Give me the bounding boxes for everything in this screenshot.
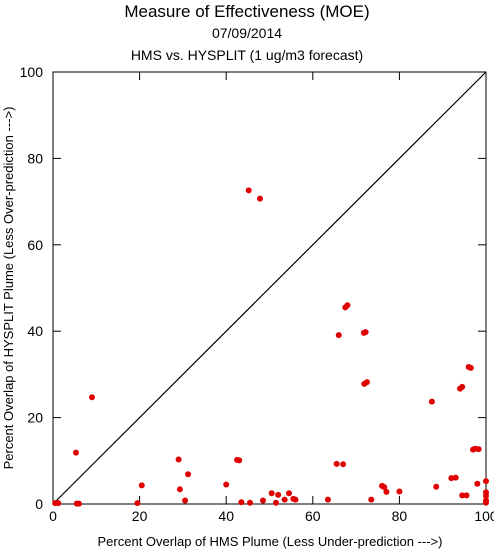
data-point: [285, 490, 292, 497]
data-point: [483, 499, 489, 506]
data-point: [185, 471, 192, 478]
data-point: [344, 302, 351, 309]
data-point: [368, 496, 375, 503]
data-point: [324, 496, 331, 503]
data-point: [483, 478, 489, 485]
data-point: [75, 500, 82, 507]
data-point: [340, 461, 347, 468]
data-point: [463, 492, 470, 499]
data-point: [335, 332, 342, 339]
y-axis-label: Percent Overlap of HYSPLIT Plume (Less O…: [1, 107, 16, 470]
data-point: [138, 482, 145, 489]
data-point: [474, 480, 481, 487]
y-tick-label: 20: [27, 410, 43, 426]
y-tick-label: 80: [27, 150, 43, 166]
data-point: [176, 486, 183, 493]
x-tick-label: 80: [392, 508, 408, 524]
data-point: [459, 383, 466, 390]
data-point: [238, 499, 245, 506]
data-point: [247, 499, 254, 506]
data-point: [236, 457, 243, 464]
data-point: [448, 475, 455, 482]
data-point: [333, 460, 340, 467]
data-point: [459, 492, 466, 499]
y-tick-label: 40: [27, 323, 43, 339]
data-point: [55, 500, 62, 507]
data-point: [275, 491, 282, 498]
data-point: [483, 492, 489, 499]
data-point: [281, 496, 288, 503]
axes: [52, 71, 487, 505]
data-point: [182, 497, 189, 504]
data-point: [381, 484, 388, 491]
x-tick-label: 40: [218, 508, 234, 524]
x-tick-label: 20: [132, 508, 148, 524]
data-point: [260, 497, 267, 504]
data-point: [72, 449, 79, 456]
title-block: Measure of Effectiveness (MOE) 07/09/201…: [0, 0, 494, 64]
chart-subtitle: HMS vs. HYSPLIT (1 ug/m3 forecast): [130, 47, 364, 63]
data-point: [452, 474, 459, 481]
data-point: [245, 187, 252, 194]
ticks: 0 20 40 60 80 100 0 20 40 60 80 100: [20, 64, 494, 524]
data-point: [134, 500, 141, 507]
x-axis-label: Percent Overlap of HMS Plume (Less Under…: [98, 534, 443, 549]
data-points: [52, 187, 489, 507]
reference-diagonal-line: [52, 71, 487, 505]
data-point: [396, 488, 403, 495]
y-tick-label: 60: [27, 237, 43, 253]
plot-frame: [52, 71, 487, 505]
data-point: [475, 446, 482, 453]
y-tick-label: 0: [35, 496, 43, 512]
data-point: [292, 496, 299, 503]
data-point: [383, 488, 390, 495]
data-point: [467, 364, 474, 371]
data-point: [175, 456, 182, 463]
data-point: [433, 483, 440, 490]
data-point: [88, 394, 95, 401]
data-point: [272, 499, 279, 506]
x-tick-label: 60: [305, 508, 321, 524]
data-point: [268, 490, 275, 497]
data-point: [363, 379, 370, 386]
x-tick-label: 0: [49, 508, 57, 524]
y-tick-label: 100: [20, 64, 44, 80]
chart-date: 07/09/2014: [211, 25, 283, 41]
data-point: [428, 398, 435, 405]
chart-title: Measure of Effectiveness (MOE): [124, 2, 370, 21]
data-point: [256, 195, 263, 202]
data-point: [362, 329, 369, 336]
x-tick-label: 100: [474, 508, 494, 524]
data-point: [223, 481, 230, 488]
